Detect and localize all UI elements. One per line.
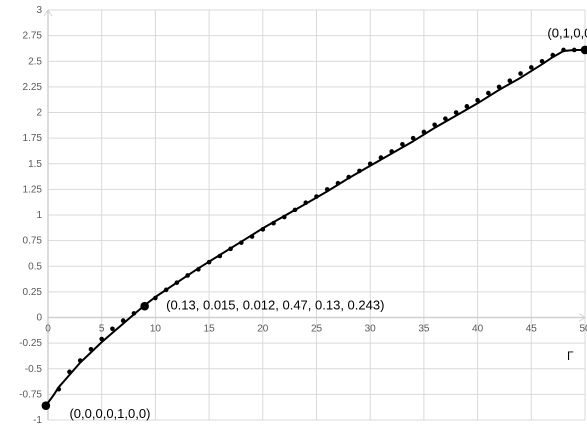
- scatter-point: [486, 90, 491, 96]
- x-tick-label: 50: [579, 324, 587, 335]
- x-tick-label: 10: [150, 324, 162, 335]
- scatter-point: [239, 240, 244, 245]
- series-line: [45, 49, 585, 407]
- scatter-point: [324, 187, 330, 192]
- x-tick-label: 40: [472, 324, 484, 335]
- annotation-label: (0.13, 0.015, 0.012, 0.47, 0.13, 0.243): [166, 297, 384, 312]
- gridlines: [47, 9, 586, 421]
- x-tick-label: 20: [257, 324, 269, 335]
- scatter-point: [496, 84, 502, 90]
- y-tick-label: 1.25: [23, 184, 43, 195]
- scatter-point: [453, 110, 459, 115]
- scatter-point: [206, 259, 212, 265]
- scatter-point: [410, 135, 416, 141]
- scatter-point: [88, 346, 94, 352]
- scatter-point: [217, 253, 223, 259]
- y-tick-label: 2.5: [28, 56, 42, 67]
- scatter-point: [432, 122, 437, 128]
- scatter-point: [163, 287, 169, 293]
- scatter-point: [67, 369, 72, 375]
- scatter-point: [357, 168, 362, 174]
- x-axis-label: Γ: [567, 349, 574, 363]
- scatter-point: [56, 386, 62, 392]
- scatter-point: [249, 234, 255, 239]
- scatter-point: [196, 267, 201, 272]
- scatter-point: [507, 78, 513, 84]
- x-tick-label: 0: [45, 324, 51, 335]
- x-tick-label: 15: [204, 324, 216, 335]
- scatter-point: [77, 358, 83, 363]
- highlight-point: [41, 401, 51, 410]
- y-tick-label: -0.75: [19, 389, 42, 400]
- y-tick-label: 1.5: [28, 159, 42, 170]
- axes: [43, 9, 586, 420]
- scatter-point: [550, 52, 556, 58]
- y-tick-label: 1: [36, 210, 42, 221]
- y-tick-label: 0.25: [23, 287, 43, 298]
- tick-labels: 32.752.52.2521.751.51.2510.750.50.250-0.…: [19, 5, 587, 425]
- scatter-point: [518, 71, 523, 76]
- scatter-point: [185, 273, 190, 278]
- scatter-point: [335, 180, 341, 186]
- y-tick-label: 3: [36, 5, 42, 16]
- y-tick-label: -1: [33, 415, 42, 425]
- scatter-point: [228, 246, 233, 252]
- scatter-point: [539, 58, 545, 64]
- scatter-point: [314, 194, 319, 199]
- scatter-point: [99, 336, 104, 342]
- y-tick-label: 0: [36, 313, 42, 324]
- scatter-point: [367, 161, 373, 167]
- highlight-point: [580, 45, 587, 55]
- annotations: (0,1,0,0,0,0,0) (0.13, 0.015, 0.012, 0.47…: [69, 26, 587, 421]
- annotation-label: (0,0,0,0,1,0,0): [69, 406, 150, 421]
- x-tick-label: 5: [99, 324, 105, 335]
- y-tick-label: 2.25: [23, 82, 43, 93]
- annotation-label: (0,1,0,0,0,0,0): [547, 26, 587, 41]
- scatter-point: [346, 174, 352, 180]
- series-group: [41, 45, 587, 410]
- scatter-point: [443, 116, 448, 121]
- scatter-point: [561, 47, 566, 53]
- y-axis-arrow: [43, 9, 53, 17]
- scatter-point: [271, 220, 276, 226]
- scatter-point: [110, 326, 115, 332]
- y-tick-label: -0.25: [19, 338, 42, 349]
- scatter-point: [475, 97, 480, 103]
- scatter-point: [389, 149, 394, 154]
- scatter-point: [153, 295, 158, 301]
- scatter-point: [260, 227, 266, 232]
- scatter-point: [464, 104, 470, 109]
- y-tick-label: 2.75: [23, 31, 43, 42]
- scatter-point: [378, 155, 384, 160]
- highlight-point: [140, 301, 149, 311]
- scatter-point: [421, 129, 427, 135]
- scatter-point: [571, 47, 577, 53]
- y-tick-label: 1.75: [23, 133, 43, 144]
- y-tick-label: -0.5: [25, 364, 43, 375]
- scatter-point: [120, 318, 126, 323]
- y-tick-label: 0.5: [28, 261, 42, 272]
- scatter-point: [131, 311, 137, 316]
- y-tick-label: 0.75: [23, 236, 43, 247]
- scatter-point: [292, 207, 298, 213]
- scatter-point: [400, 141, 405, 147]
- scatter-point: [303, 200, 309, 205]
- y-tick-label: 2: [36, 108, 42, 119]
- x-tick-label: 45: [526, 324, 538, 335]
- scatter-point: [174, 280, 180, 285]
- scatter-point: [281, 214, 287, 220]
- x-tick-label: 25: [311, 324, 323, 335]
- x-tick-label: 35: [418, 324, 430, 335]
- x-axis-arrow: [578, 313, 586, 322]
- x-tick-label: 30: [365, 324, 377, 335]
- scatter-point: [529, 65, 534, 70]
